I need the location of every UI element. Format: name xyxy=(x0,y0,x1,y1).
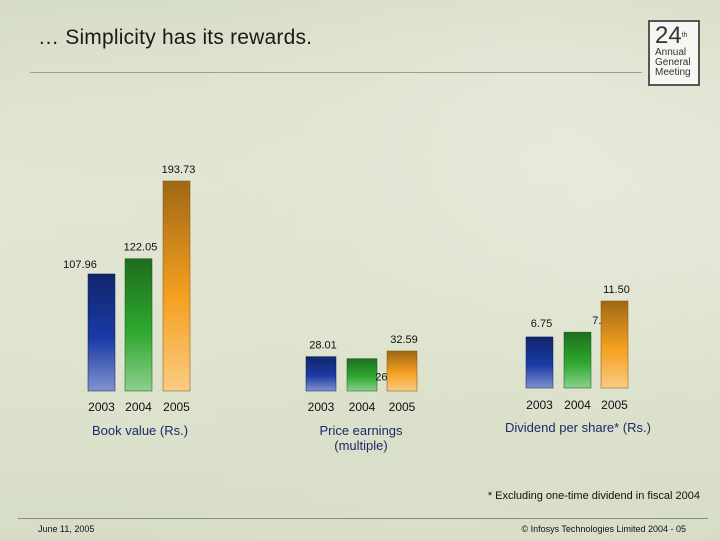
title-divider xyxy=(30,72,642,73)
bar-2005 xyxy=(162,180,191,392)
bar-2004 xyxy=(346,358,378,392)
category-label-2003: 2003 xyxy=(526,398,553,412)
footer-date: June 11, 2005 xyxy=(38,524,95,534)
logo-line-annual: Annual xyxy=(655,47,687,58)
agm-logo: 24th Annual General Meeting xyxy=(648,20,700,86)
logo-suffix: th xyxy=(681,32,688,39)
value-label-2003: 6.75 xyxy=(531,318,552,330)
category-label-2004: 2004 xyxy=(349,400,376,414)
category-label-2005: 2005 xyxy=(601,398,628,412)
logo-number-block: 24th xyxy=(655,24,698,48)
bar-chart-0: 107.96 2003 122.05 2004 193.73 2005 xyxy=(63,164,195,414)
category-label-2005: 2005 xyxy=(163,400,190,414)
category-label-2003: 2003 xyxy=(88,400,115,414)
bar-2005 xyxy=(386,350,418,392)
value-label-2005: 32.59 xyxy=(390,334,418,346)
footer-divider xyxy=(18,518,708,519)
category-label-2003: 2003 xyxy=(308,400,335,414)
logo-line-meeting: Meeting xyxy=(655,67,691,78)
footnote: * Excluding one-time dividend in fiscal … xyxy=(487,490,700,502)
slide-title: … Simplicity has its rewards. xyxy=(38,26,313,49)
value-label-2005: 193.73 xyxy=(162,164,196,176)
panel-label-dividend: Dividend per share* (Rs.) xyxy=(505,420,651,435)
category-label-2004: 2004 xyxy=(125,400,152,414)
panel-label-price-earnings: Price earnings (multiple) xyxy=(319,423,403,453)
category-label-2004: 2004 xyxy=(564,398,591,412)
value-label-2004: 122.05 xyxy=(124,242,158,254)
bar-2004 xyxy=(124,258,153,392)
bar-2004 xyxy=(563,331,592,389)
value-label-2003: 107.96 xyxy=(63,259,97,271)
bar-2003 xyxy=(525,336,554,389)
footer-copyright: © Infosys Technologies Limited 2004 - 05 xyxy=(521,524,686,534)
value-label-2003: 28.01 xyxy=(309,340,337,352)
logo-line-general: General xyxy=(655,57,691,68)
logo-number: 24 xyxy=(655,22,682,49)
bar-2005 xyxy=(600,300,629,389)
bar-2003 xyxy=(305,356,337,392)
bar-2003 xyxy=(87,273,116,392)
value-label-2005: 11.50 xyxy=(603,284,630,296)
panel-label-book-value: Book value (Rs.) xyxy=(91,423,189,438)
category-label-2005: 2005 xyxy=(389,400,416,414)
